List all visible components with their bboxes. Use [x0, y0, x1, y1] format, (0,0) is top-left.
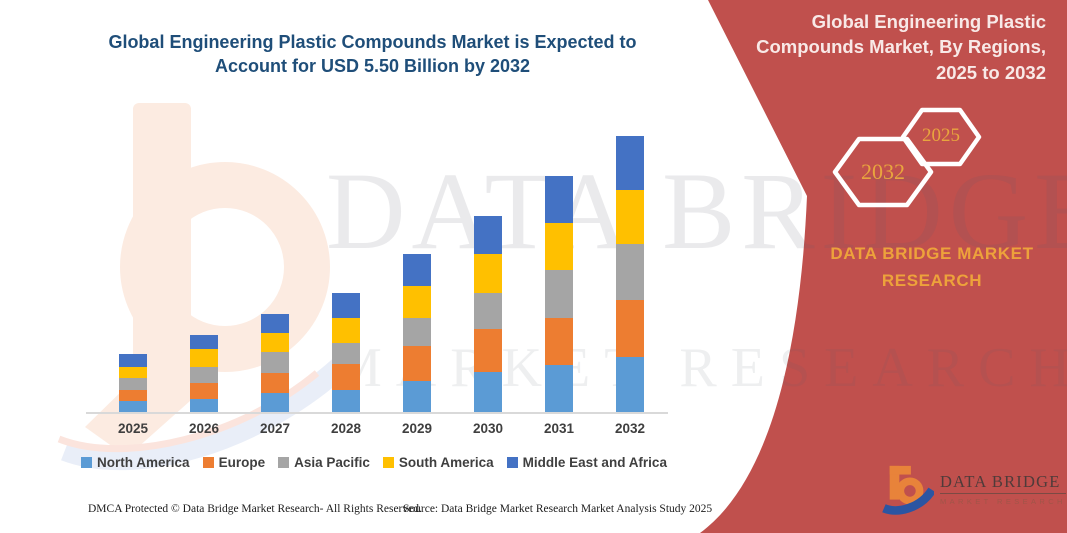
- chart-title-line1: Global Engineering Plastic Compounds Mar…: [108, 32, 637, 52]
- legend-item-middle-east-and-africa: Middle East and Africa: [506, 455, 667, 470]
- chart-legend: North America Europe Asia Pacific South Ame…: [78, 455, 670, 470]
- bar-segment-asia-pacific-2032: [616, 244, 644, 301]
- bar-segment-north-america-2025: [119, 401, 147, 412]
- bar-2028: [332, 292, 360, 412]
- x-axis-label-2032: 2032: [614, 421, 646, 436]
- company-logo: DATA BRIDGE MARKET RESEARCH: [882, 463, 1066, 519]
- x-axis-label-2029: 2029: [401, 421, 433, 436]
- legend-label-asia-pacific: Asia Pacific: [294, 455, 370, 470]
- bar-segment-europe-2032: [616, 300, 644, 357]
- footer-source: Source: Data Bridge Market Research Mark…: [403, 503, 713, 515]
- bar-segment-europe-2025: [119, 389, 147, 402]
- legend-swatch-europe: [202, 457, 214, 468]
- bar-segment-middle-east-and-africa-2030: [474, 215, 502, 255]
- bar-segment-south-america-2032: [616, 189, 644, 245]
- bar-segment-north-america-2026: [190, 398, 218, 412]
- bar-segment-north-america-2032: [616, 356, 644, 412]
- legend-label-europe: Europe: [218, 455, 266, 470]
- x-axis-label-2025: 2025: [117, 421, 149, 436]
- hexagon-year-2032: 2032: [861, 159, 905, 184]
- legend-item-asia-pacific: Asia Pacific: [278, 455, 370, 470]
- bar-2029: [403, 253, 431, 412]
- bar-segment-middle-east-and-africa-2028: [332, 292, 360, 319]
- bar-segment-middle-east-and-africa-2025: [119, 353, 147, 367]
- bar-segment-middle-east-and-africa-2032: [616, 135, 644, 190]
- legend-swatch-south-america: [382, 457, 394, 468]
- x-axis-label-2028: 2028: [330, 421, 362, 436]
- bar-segment-asia-pacific-2026: [190, 366, 218, 384]
- brand-text-line2: RESEARCH: [881, 271, 983, 291]
- chart-title-line2: Account for USD 5.50 Billion by 2032: [214, 55, 531, 76]
- hexagon-badges: [832, 107, 982, 208]
- bar-segment-europe-2027: [261, 373, 289, 394]
- legend-item-europe: Europe: [202, 455, 266, 470]
- x-axis-label-2026: 2026: [188, 421, 220, 436]
- bar-segment-asia-pacific-2030: [474, 292, 502, 329]
- legend-label-middle-east-and-africa: Middle East and Africa: [522, 455, 667, 470]
- bar-segment-asia-pacific-2025: [119, 378, 147, 390]
- bar-segment-europe-2029: [403, 345, 431, 382]
- bar-segment-north-america-2029: [403, 381, 431, 412]
- bar-segment-north-america-2031: [545, 365, 573, 412]
- bar-segment-europe-2031: [545, 317, 573, 366]
- bar-segment-south-america-2028: [332, 318, 360, 344]
- legend-swatch-north-america: [81, 457, 93, 468]
- chart-title: Global Engineering Plastic Compounds Mar…: [95, 31, 650, 79]
- bar-2026: [190, 334, 218, 412]
- hexagon-year-2025: 2025: [922, 125, 960, 146]
- bar-segment-south-america-2031: [545, 222, 573, 271]
- legend-label-north-america: North America: [97, 455, 190, 470]
- brand-text-line1: DATA BRIDGE MARKET: [830, 244, 1034, 263]
- bar-segment-middle-east-and-africa-2029: [403, 253, 431, 286]
- x-axis-line: [86, 412, 668, 414]
- brand-text: DATA BRIDGE MARKET RESEARCH: [798, 240, 1066, 294]
- x-axis-label-2031: 2031: [543, 421, 575, 436]
- hexagon-2025: [900, 107, 982, 167]
- bar-2032: [616, 135, 644, 412]
- bar-2030: [474, 215, 502, 412]
- bar-segment-south-america-2025: [119, 366, 147, 379]
- bar-segment-europe-2026: [190, 383, 218, 399]
- bar-segment-south-america-2030: [474, 254, 502, 293]
- x-axis-label-2030: 2030: [472, 421, 504, 436]
- bar-segment-middle-east-and-africa-2031: [545, 175, 573, 223]
- bar-segment-north-america-2030: [474, 372, 502, 412]
- bar-2027: [261, 314, 289, 412]
- legend-swatch-asia-pacific: [278, 457, 290, 468]
- legend-label-south-america: South America: [398, 455, 494, 470]
- bar-segment-south-america-2027: [261, 333, 289, 353]
- bar-segment-middle-east-and-africa-2026: [190, 334, 218, 350]
- legend-item-south-america: South America: [382, 455, 494, 470]
- footer-dmca: DMCA Protected © Data Bridge Market Rese…: [88, 503, 422, 515]
- bar-segment-asia-pacific-2027: [261, 352, 289, 374]
- bar-segment-asia-pacific-2029: [403, 317, 431, 346]
- bar-2025: [119, 353, 147, 412]
- bar-segment-middle-east-and-africa-2027: [261, 314, 289, 334]
- bar-segment-asia-pacific-2028: [332, 343, 360, 364]
- data-bridge-logo-icon: [882, 465, 934, 515]
- logo-name: DATA BRIDGE: [940, 472, 1066, 494]
- bar-segment-south-america-2026: [190, 349, 218, 367]
- bar-2031: [545, 175, 573, 412]
- bar-segment-europe-2028: [332, 363, 360, 390]
- bar-segment-asia-pacific-2031: [545, 270, 573, 318]
- bar-segment-north-america-2028: [332, 389, 360, 412]
- side-panel-title: Global Engineering Plastic Compounds Mar…: [756, 11, 1046, 83]
- logo-tagline: MARKET RESEARCH: [940, 497, 1066, 506]
- legend-item-north-america: North America: [81, 455, 190, 470]
- bar-segment-europe-2030: [474, 328, 502, 373]
- legend-swatch-middle-east-and-africa: [506, 457, 518, 468]
- bar-segment-north-america-2027: [261, 393, 289, 412]
- bar-segment-south-america-2029: [403, 285, 431, 318]
- x-axis-label-2027: 2027: [259, 421, 291, 436]
- logo-text: DATA BRIDGE MARKET RESEARCH: [940, 463, 1066, 506]
- background-logo-watermark: [57, 103, 345, 471]
- hexagon-2032: [832, 136, 934, 208]
